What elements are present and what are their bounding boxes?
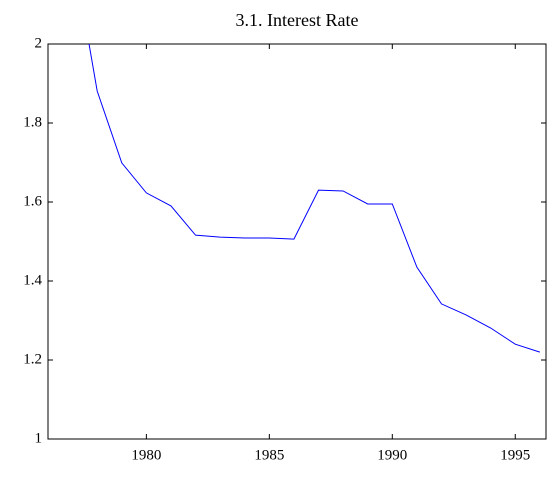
y-tick-label: 2 bbox=[35, 35, 43, 51]
x-tick-label: 1985 bbox=[254, 447, 284, 463]
y-tick-label: 1.4 bbox=[23, 272, 42, 288]
x-tick-label: 1980 bbox=[131, 447, 161, 463]
y-tick-label: 1.6 bbox=[23, 193, 42, 209]
x-tick-label: 1995 bbox=[500, 447, 530, 463]
y-tick-label: 1 bbox=[35, 430, 43, 446]
chart-title: 3.1. Interest Rate bbox=[236, 10, 359, 30]
y-tick-label: 1.2 bbox=[23, 351, 42, 367]
y-tick-label: 1.8 bbox=[23, 114, 42, 130]
x-tick-label: 1990 bbox=[377, 447, 407, 463]
line-series bbox=[88, 44, 541, 353]
plot-frame bbox=[47, 43, 547, 440]
